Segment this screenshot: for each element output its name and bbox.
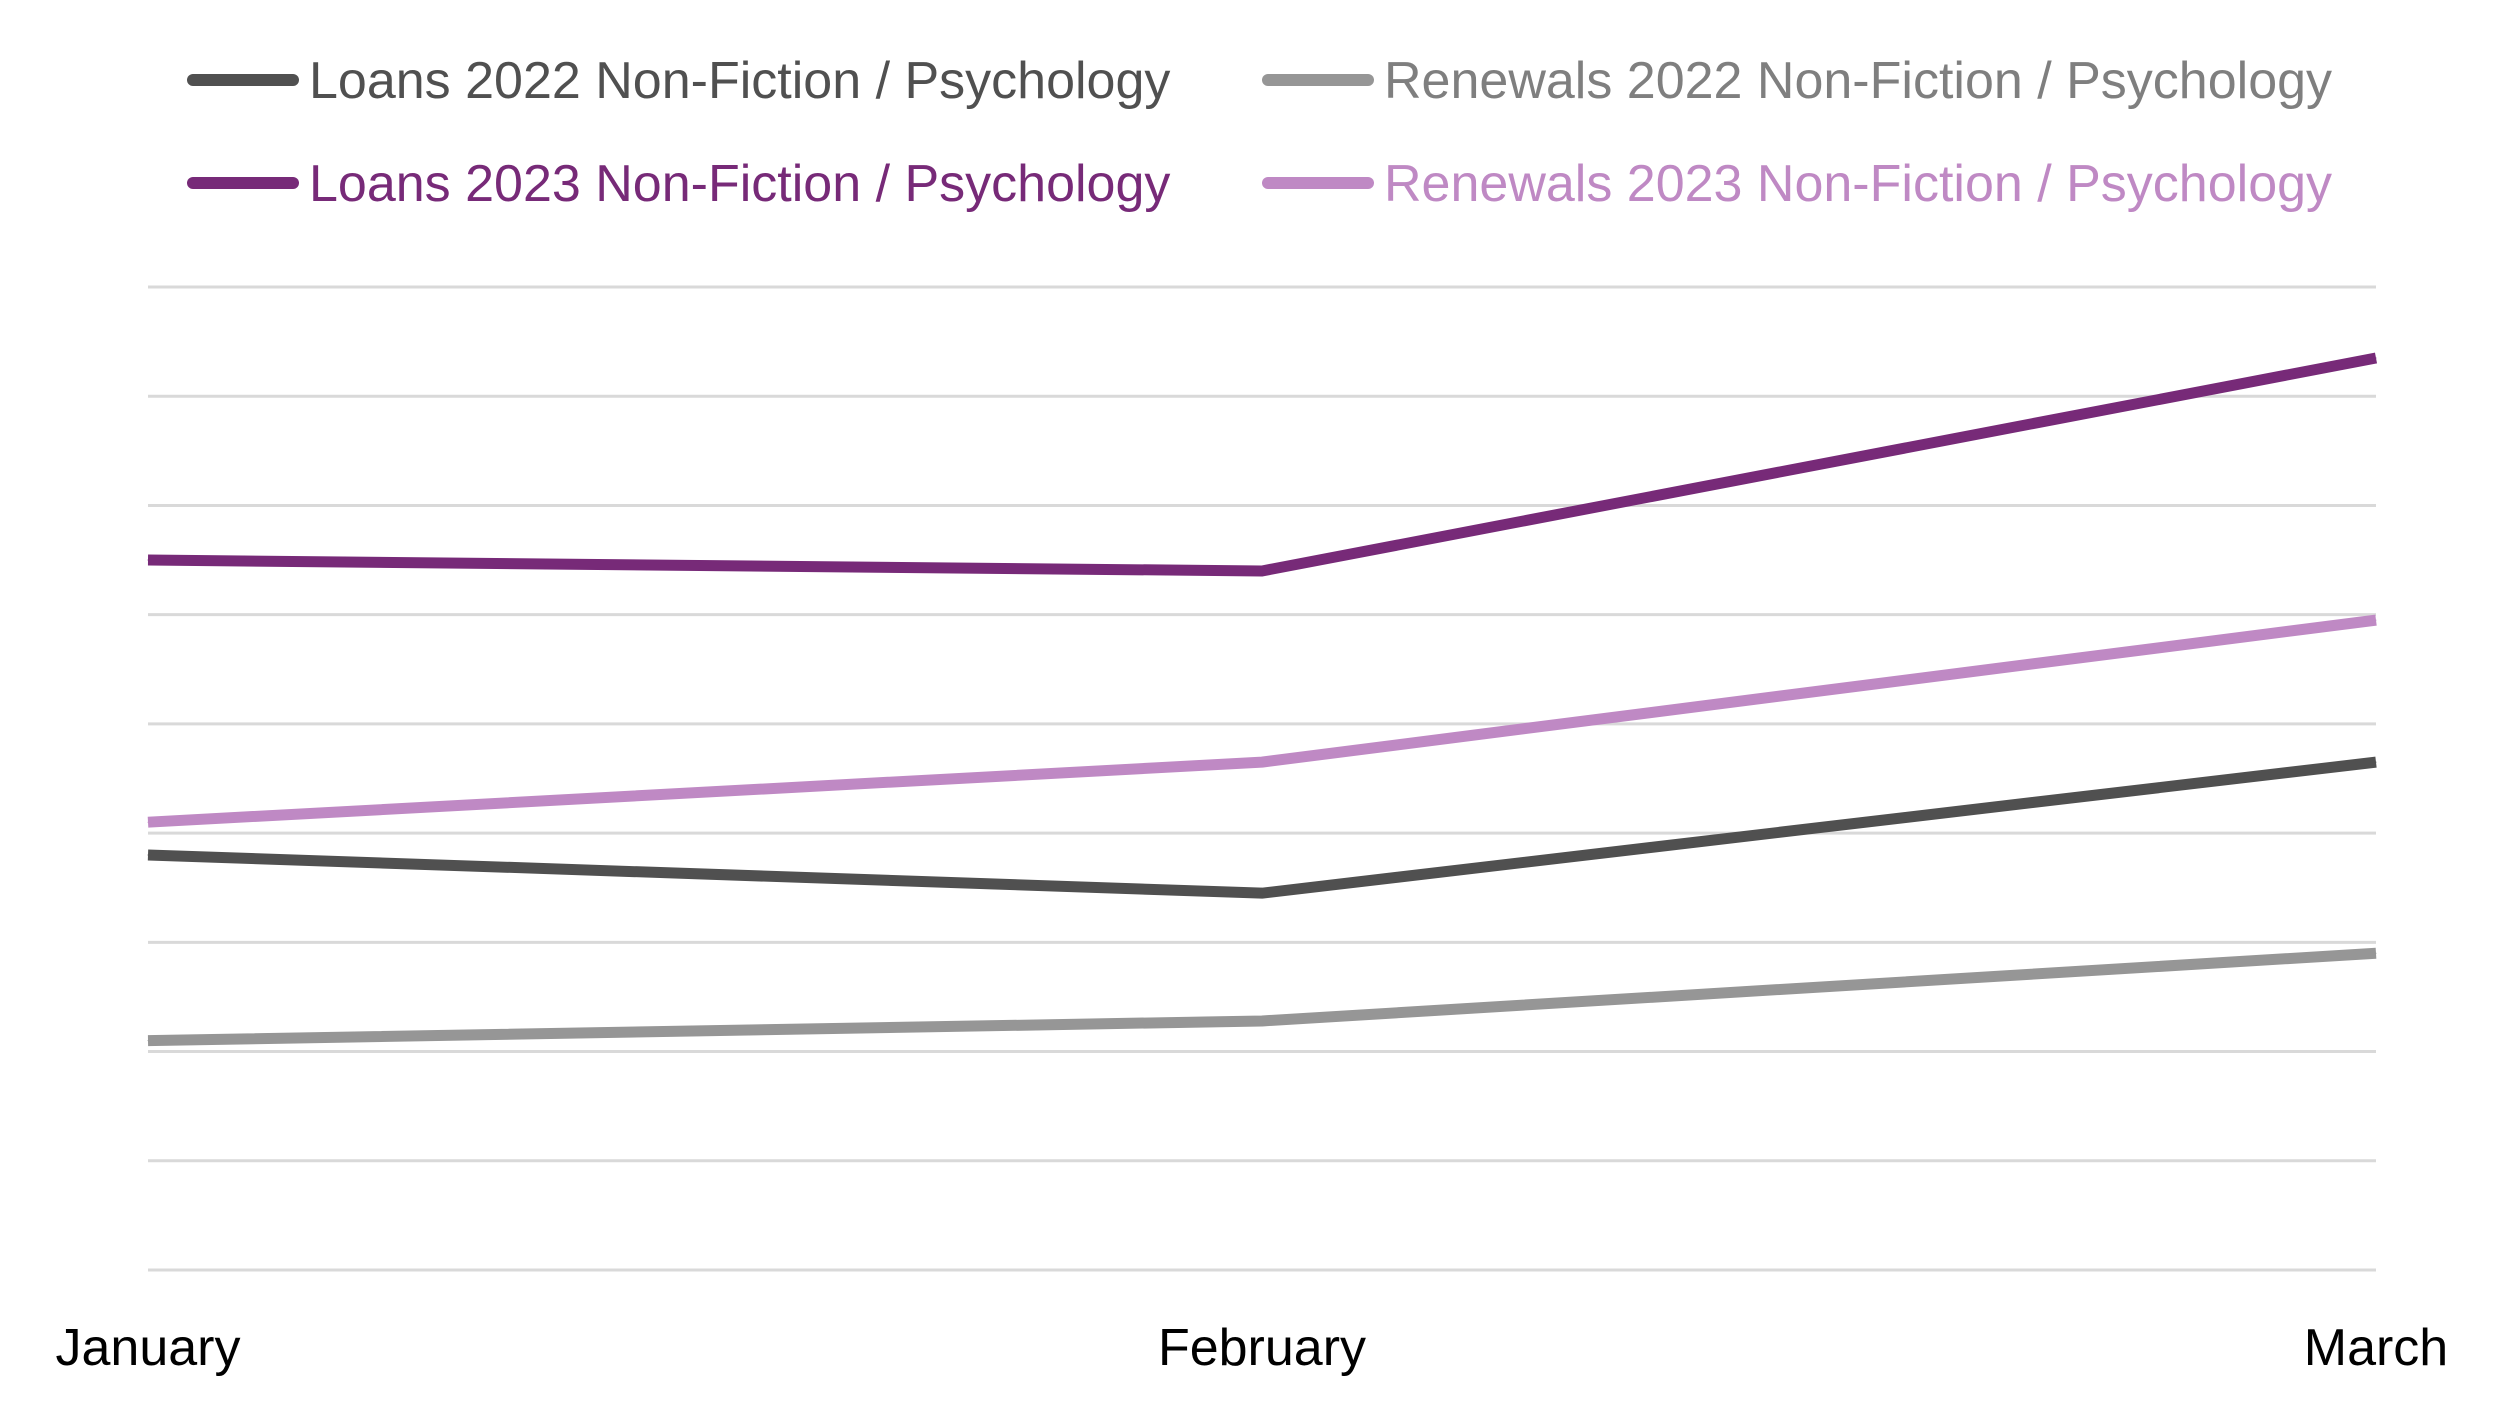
- data-point-2-1: [147, 1040, 149, 1042]
- x-axis-ticks: January February March: [56, 1319, 2449, 1377]
- data-point-4-1: [147, 821, 149, 823]
- data-point-2-2: [1261, 1020, 1263, 1022]
- data-point-1-3: [2375, 761, 2377, 763]
- series-line-4: [147, 614, 2377, 828]
- data-point-3-3: [2375, 357, 2377, 359]
- gridlines: [148, 285, 2376, 1272]
- x-tick-label: January: [56, 1319, 241, 1377]
- legend-label-4: Renewals 2023 Non-Fiction / Psychology: [1384, 155, 2332, 213]
- data-point-3-1: [147, 559, 149, 561]
- x-tick-label: March: [2304, 1319, 2448, 1377]
- x-tick-label: February: [1158, 1319, 1366, 1377]
- legend-label-2: Renewals 2022 Non-Fiction / Psychology: [1384, 52, 2332, 110]
- data-point-1-2: [1261, 892, 1263, 894]
- data-point-4-3: [2375, 619, 2377, 621]
- series-line-3: [147, 352, 2378, 577]
- series-line-2: [147, 947, 2377, 1047]
- data-point-2-3: [2375, 952, 2377, 954]
- data-point-3-2: [1261, 570, 1263, 572]
- legend-label-1: Loans 2022 Non-Fiction / Psychology: [309, 52, 1170, 110]
- series-lines: [147, 352, 2378, 1047]
- legend: Loans 2022 Non-Fiction / Psychology Renew…: [187, 52, 2332, 213]
- data-point-4-2: [1261, 761, 1263, 763]
- data-point-1-1: [147, 854, 149, 856]
- series-line-1: [147, 756, 2377, 899]
- legend-label-3: Loans 2023 Non-Fiction / Psychology: [309, 155, 1170, 213]
